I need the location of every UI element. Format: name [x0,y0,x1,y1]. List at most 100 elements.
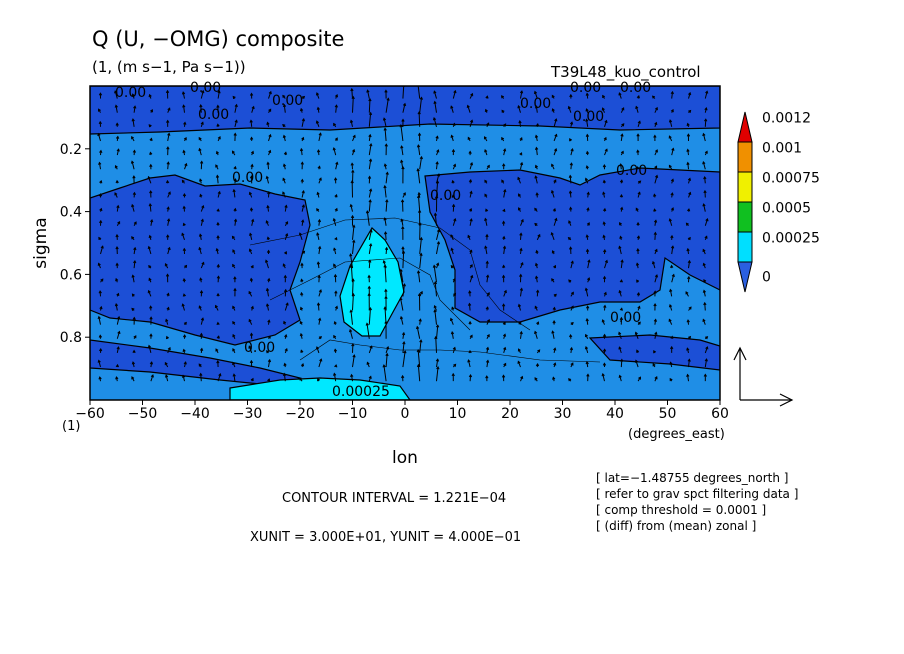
x-tick-label: −40 [180,406,210,422]
contour-label: 0.00 [520,96,551,112]
vector-arrowhead [166,161,170,165]
y-axis-unit-label: (1) [62,419,80,434]
vector-arrow [216,175,219,184]
vector-arrowhead [369,143,373,147]
vector-arrow [436,359,439,368]
vector-arrowhead [637,321,641,325]
vector-arrowhead [601,372,605,377]
vector-arrowhead [318,245,322,250]
vector-arrowhead [586,373,590,377]
vector-arrowhead [282,134,286,138]
vector-arrowhead [517,348,521,352]
vector-arrowhead [133,259,137,264]
vector-arrow [148,345,152,354]
vector-arrowhead [333,247,337,251]
vector-arrow [167,133,170,142]
vector-arrow [366,210,370,226]
vector-arrowhead [552,306,556,311]
vector-arrow [570,148,574,156]
vector-arrow [401,219,404,226]
vector-arrowhead [603,136,607,141]
vector-arrowhead [469,190,473,194]
vector-arrowhead [147,289,151,294]
vector-arrow [451,331,454,339]
vector-arrow [385,199,388,212]
vector-arrowhead [704,118,708,122]
y-tick-label: 0.6 [60,267,82,283]
vector-arrowhead [266,236,270,240]
vector-arrow [400,269,404,283]
vector-arrowhead [419,155,423,160]
vector-arrow [433,91,437,99]
vector-arrowhead [382,364,386,368]
vector-arrowhead [216,292,220,297]
contour-interval-text: CONTOUR INTERVAL = 1.221E−04 [282,491,506,506]
vector-arrow [115,105,118,113]
vector-arrowhead [501,274,506,278]
vector-arrow [468,303,471,311]
vector-arrowhead [115,376,119,380]
vector-arrow [535,106,538,113]
vector-arrowhead [284,204,288,208]
vector-arrowhead [535,249,539,254]
vector-arrowhead [586,207,590,211]
vector-arrowhead [249,207,254,211]
vector-arrowhead [384,288,388,292]
vector-arrowhead [453,363,457,367]
vector-arrow [217,373,221,382]
vector-arrow [349,329,353,339]
vector-arrowhead [570,305,574,309]
colorbar-segment [737,141,753,173]
vector-arrowhead [519,273,523,277]
vector-arrow [283,373,286,382]
vector-arrow [671,274,675,283]
vector-arrow [352,225,355,240]
vector-arrowhead [115,363,119,368]
vector-arrowhead [367,292,371,296]
vector-arrowhead [98,92,103,96]
vector-arrowhead [483,136,487,140]
vector-arrowhead [585,108,589,112]
vector-arrowhead [433,90,437,94]
vector-arrowhead [567,105,571,110]
vector-arrowhead [686,208,691,212]
vector-arrowhead [654,248,658,252]
vector-arrowhead [318,132,322,136]
vector-arrowhead [705,90,709,94]
vector-arrowhead [181,303,185,307]
vector-arrowhead [686,247,690,252]
vector-arrow [519,120,521,127]
vector-arrow [520,90,523,99]
vector-arrowhead [519,152,523,156]
vector-arrow [635,106,639,113]
vector-arrowhead [117,330,121,335]
vector-arrow [419,156,423,170]
vector-arrow [570,163,573,170]
vector-arrow [384,265,387,283]
vector-arrowhead [318,317,322,321]
vector-arrow [368,189,372,198]
vector-arrowhead [619,163,623,167]
vector-arrowhead [248,232,253,236]
vector-arrowhead [131,236,135,240]
vector-arrow [267,162,269,170]
vector-arrowhead [653,302,657,307]
vector-arrowhead [164,374,169,378]
x-tick-label: 60 [711,406,729,422]
vector-arrow [553,218,557,226]
vector-arrowhead [487,318,491,323]
vector-arrowhead [636,166,640,170]
vector-arrowhead [654,274,659,278]
vector-arrowhead [368,97,372,102]
vector-arrowhead [519,232,523,236]
vector-arrowhead [333,273,338,278]
vector-arrow [150,219,153,226]
vector-arrow [333,147,337,156]
vector-arrowhead [214,304,218,309]
vector-arrowhead [619,221,622,226]
vector-arrowhead [484,217,488,222]
vector-arrowhead [400,218,404,222]
vector-arrowhead [250,264,254,269]
vector-arrowhead [266,249,271,253]
vector-arrowhead [620,206,624,210]
